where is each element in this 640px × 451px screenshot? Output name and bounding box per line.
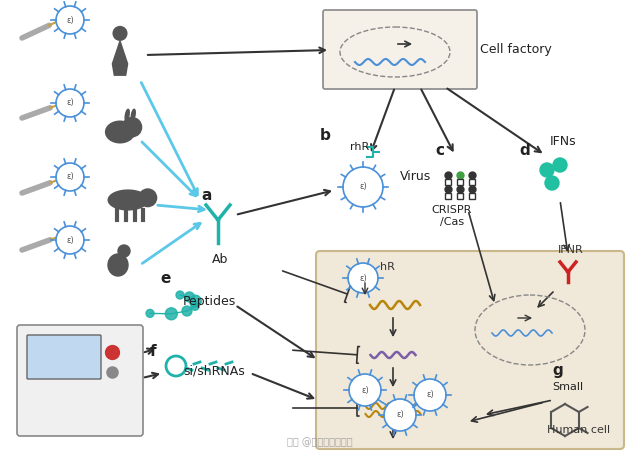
Ellipse shape: [125, 109, 129, 121]
Circle shape: [122, 118, 141, 137]
Text: Small: Small: [552, 382, 583, 392]
Text: ε): ε): [359, 273, 367, 282]
Text: 头条 @医学前沿融平台: 头条 @医学前沿融平台: [287, 437, 353, 447]
Circle shape: [146, 309, 154, 318]
Text: rhR: rhR: [350, 142, 369, 152]
Text: b: b: [319, 128, 330, 143]
FancyBboxPatch shape: [316, 251, 624, 449]
Text: IFNs: IFNs: [550, 135, 577, 148]
Text: c: c: [435, 143, 445, 158]
Ellipse shape: [131, 109, 135, 121]
Ellipse shape: [108, 190, 148, 210]
Text: CRISPR
/Cas: CRISPR /Cas: [432, 205, 472, 226]
Text: hR: hR: [380, 262, 395, 272]
Polygon shape: [113, 41, 127, 75]
Text: ε): ε): [66, 98, 74, 107]
Circle shape: [165, 308, 177, 320]
Text: ε): ε): [66, 235, 74, 244]
Circle shape: [553, 158, 567, 172]
Ellipse shape: [106, 121, 134, 143]
Circle shape: [414, 379, 446, 411]
Circle shape: [349, 374, 381, 406]
Text: ε): ε): [426, 391, 434, 400]
Circle shape: [348, 263, 378, 293]
Text: si/shRNAs: si/shRNAs: [183, 364, 244, 377]
Text: Cell factory: Cell factory: [480, 43, 552, 56]
FancyBboxPatch shape: [27, 335, 101, 379]
Text: Virus: Virus: [400, 170, 431, 183]
Text: g: g: [552, 363, 563, 378]
Circle shape: [118, 245, 130, 257]
Circle shape: [384, 399, 416, 431]
Circle shape: [56, 226, 84, 254]
Circle shape: [56, 6, 84, 34]
Text: IFNR: IFNR: [558, 245, 584, 255]
Text: f: f: [150, 344, 157, 359]
Circle shape: [139, 189, 157, 207]
Text: ε): ε): [396, 410, 404, 419]
Text: a: a: [202, 188, 212, 202]
Circle shape: [176, 291, 184, 299]
Text: d: d: [520, 143, 531, 158]
Text: ε): ε): [66, 15, 74, 24]
Text: ε): ε): [361, 386, 369, 395]
Text: e: e: [160, 271, 170, 286]
Circle shape: [191, 302, 199, 310]
Text: Peptides: Peptides: [183, 295, 236, 308]
Text: Ab: Ab: [212, 253, 228, 266]
Circle shape: [545, 176, 559, 190]
Circle shape: [184, 292, 195, 302]
Circle shape: [56, 163, 84, 191]
FancyBboxPatch shape: [323, 10, 477, 89]
Circle shape: [189, 295, 202, 307]
Circle shape: [540, 163, 554, 177]
Text: ε): ε): [66, 172, 74, 181]
Text: Human cell: Human cell: [547, 425, 610, 435]
Ellipse shape: [108, 254, 128, 276]
Circle shape: [56, 89, 84, 117]
Circle shape: [182, 306, 192, 316]
Text: ε): ε): [359, 183, 367, 192]
FancyBboxPatch shape: [17, 325, 143, 436]
Circle shape: [343, 167, 383, 207]
Circle shape: [113, 27, 127, 40]
